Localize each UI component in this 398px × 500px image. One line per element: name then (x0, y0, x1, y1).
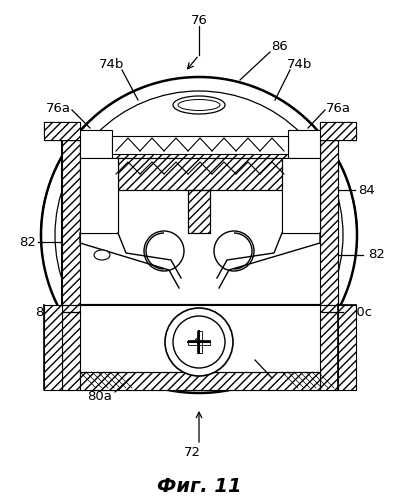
Text: 74b: 74b (287, 58, 313, 71)
Bar (62, 140, 80, 305)
Ellipse shape (178, 100, 220, 110)
Bar (288, 130, 320, 158)
Bar (282, 158, 320, 233)
Bar (62, 140, 338, 305)
Text: 80b: 80b (35, 306, 60, 318)
Bar (62, 305, 80, 390)
Bar (80, 372, 320, 390)
Bar (197, 340, 202, 345)
Text: 80a: 80a (88, 390, 113, 402)
Text: 83: 83 (269, 378, 287, 392)
Text: 76a: 76a (326, 102, 351, 114)
Bar (80, 158, 118, 233)
Text: 84: 84 (358, 184, 375, 196)
Circle shape (144, 231, 184, 271)
Bar (338, 305, 356, 390)
Text: 72: 72 (183, 446, 201, 458)
Circle shape (214, 231, 254, 271)
Circle shape (195, 338, 203, 346)
Bar (80, 130, 112, 158)
Bar (320, 140, 338, 305)
Text: 76a: 76a (45, 102, 70, 114)
Text: 86: 86 (271, 40, 289, 52)
Circle shape (173, 316, 225, 368)
Bar (118, 190, 188, 233)
Bar (197, 331, 202, 340)
Bar (320, 305, 338, 390)
Bar (80, 158, 118, 233)
Bar (44, 122, 80, 140)
Text: Фиг. 11: Фиг. 11 (157, 476, 241, 496)
Text: 74b: 74b (100, 58, 125, 71)
Bar (188, 190, 210, 233)
Bar (201, 340, 210, 345)
Bar (80, 140, 320, 158)
Bar (44, 122, 80, 140)
Ellipse shape (94, 250, 110, 260)
Bar (210, 190, 282, 233)
Ellipse shape (173, 96, 225, 114)
Text: 82: 82 (368, 248, 385, 262)
Bar (118, 158, 282, 190)
Bar (320, 122, 356, 140)
Bar (188, 340, 197, 345)
Circle shape (165, 308, 233, 376)
Bar (188, 190, 210, 233)
Bar (197, 344, 202, 353)
Text: 82: 82 (20, 236, 37, 248)
Text: 76: 76 (191, 14, 207, 26)
Text: 80c: 80c (348, 306, 372, 318)
Bar (44, 305, 62, 390)
Bar (62, 305, 338, 390)
Circle shape (41, 77, 357, 393)
Bar (282, 158, 320, 233)
Bar (320, 122, 356, 140)
Bar (118, 158, 282, 190)
Bar (112, 136, 288, 154)
